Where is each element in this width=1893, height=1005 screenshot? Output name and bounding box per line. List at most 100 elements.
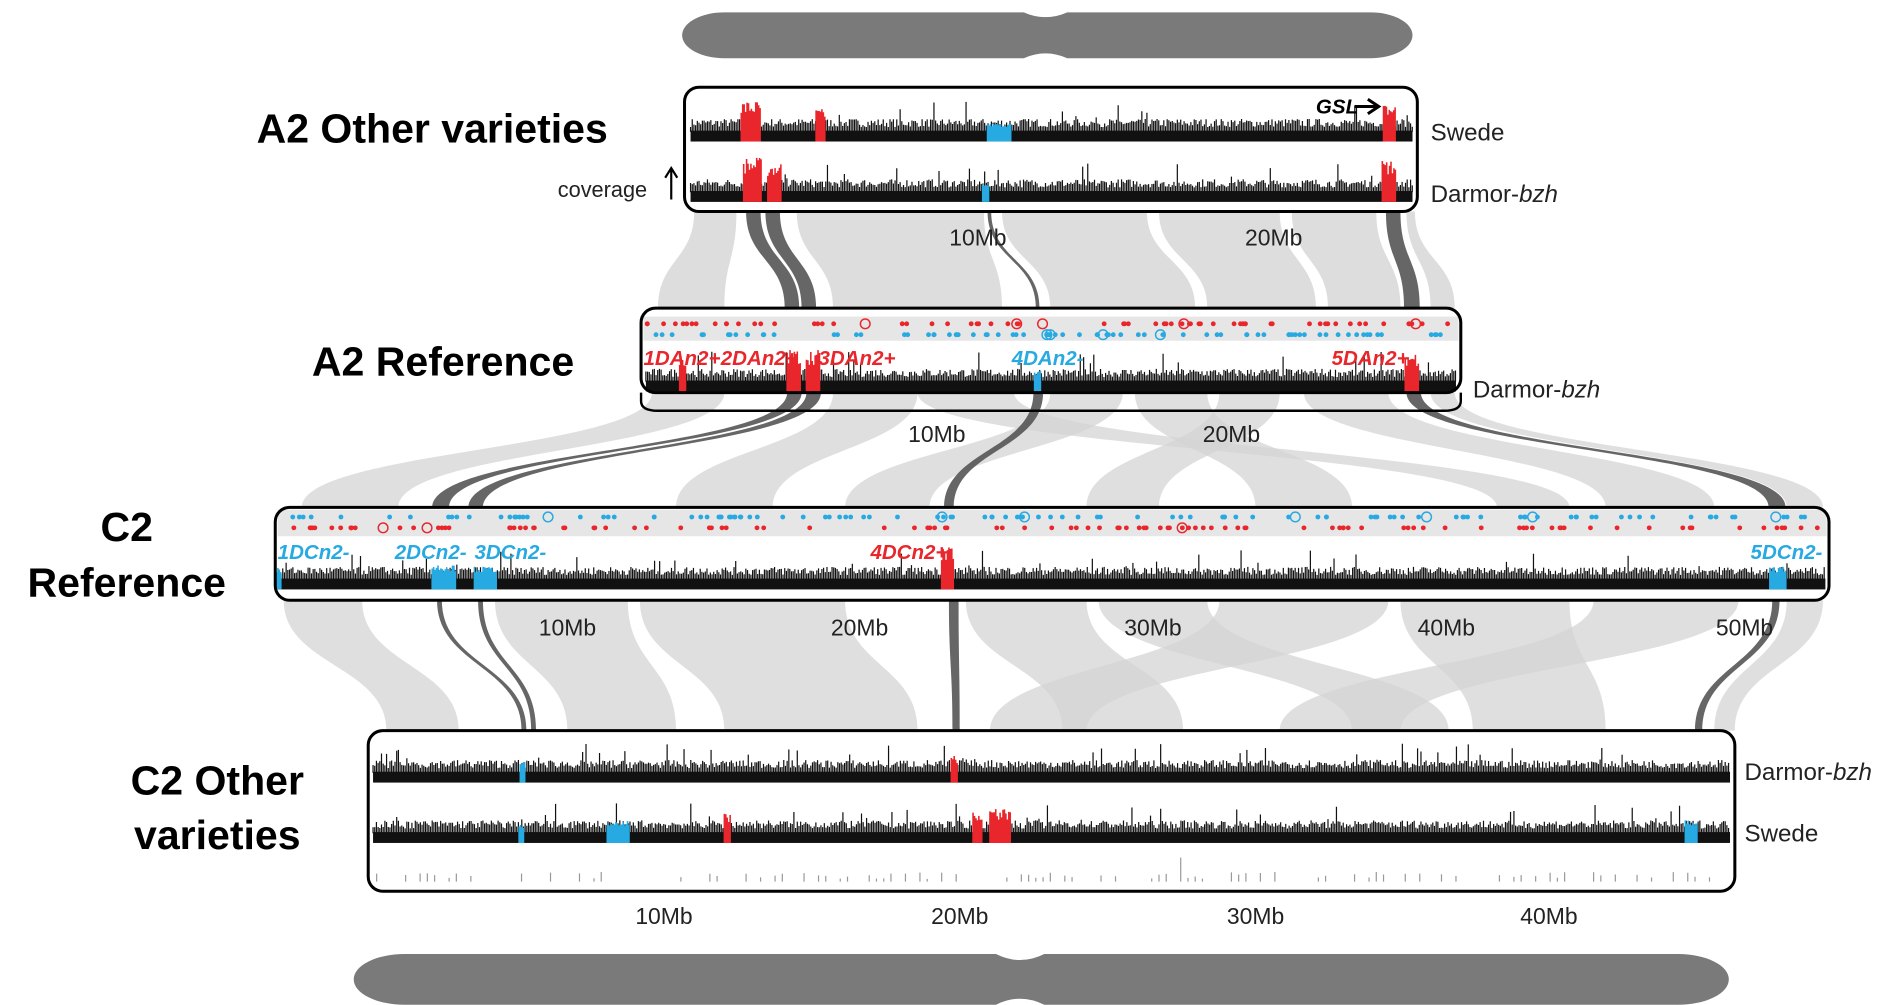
- snp-dot: [514, 515, 519, 520]
- snp-dot: [1044, 332, 1049, 337]
- snp-dot: [1286, 515, 1291, 520]
- track-name-italic: bzh: [1833, 759, 1872, 786]
- snp-dot: [1688, 525, 1693, 530]
- snp-dot: [772, 332, 777, 337]
- panel-title: A2 Other varieties: [257, 106, 608, 152]
- snp-dot: [1406, 525, 1411, 530]
- snp-dot: [1188, 515, 1193, 520]
- snp-dot: [1297, 332, 1302, 337]
- snp-dot: [1307, 321, 1312, 326]
- snp-dot: [1615, 525, 1620, 530]
- coverage-highlight: [988, 124, 1011, 142]
- snp-dot: [752, 321, 757, 326]
- snp-dot: [1730, 515, 1735, 520]
- snp-dot: [1124, 525, 1129, 530]
- snp-dot: [1211, 321, 1216, 326]
- panel-title: Reference: [28, 560, 226, 606]
- coverage-highlight: [983, 185, 989, 202]
- snp-dot: [681, 321, 686, 326]
- snp-dot: [1530, 525, 1535, 530]
- snp-dot: [1269, 321, 1274, 326]
- locus-label: 5DAn2+: [1332, 347, 1409, 370]
- snp-dot: [1336, 332, 1341, 337]
- snp-dot: [943, 525, 948, 530]
- panel-bg: [368, 731, 1735, 892]
- snp-dot: [713, 321, 718, 326]
- locus-label: 1DCn2-: [278, 541, 350, 564]
- coverage-label: coverage: [558, 177, 647, 202]
- snp-dot: [1022, 525, 1027, 530]
- coverage-band: [373, 772, 1730, 783]
- snp-dot: [443, 525, 448, 530]
- snp-dot: [312, 525, 317, 530]
- snp-dot: [1535, 515, 1540, 520]
- snp-dot: [941, 515, 946, 520]
- snp-dot: [1245, 332, 1250, 337]
- snp-dot: [673, 321, 678, 326]
- snp-dot: [1242, 525, 1247, 530]
- snp-dot: [1518, 515, 1523, 520]
- snp-dot: [1324, 332, 1329, 337]
- snp-dot: [1095, 332, 1100, 337]
- snp-dot: [761, 525, 766, 530]
- snp-dot: [1357, 321, 1362, 326]
- snp-dot: [1238, 321, 1243, 326]
- snp-dot: [1647, 525, 1652, 530]
- snp-dot: [1170, 515, 1175, 520]
- snp-dot: [1106, 332, 1111, 337]
- track-label: Swede: [1431, 119, 1505, 146]
- panel-title: C2 Other: [131, 758, 304, 804]
- snp-dot: [1359, 525, 1364, 530]
- snp-dot: [291, 525, 296, 530]
- snp-dot: [1036, 515, 1041, 520]
- snp-dot: [1420, 321, 1425, 326]
- panel-title: C2: [101, 504, 153, 550]
- snp-dot: [705, 515, 710, 520]
- snp-dot: [1160, 332, 1165, 337]
- snp-dot: [661, 321, 666, 326]
- snp-dot: [1574, 515, 1579, 520]
- snp-dot: [900, 321, 905, 326]
- snp-dot: [950, 515, 955, 520]
- snp-dot: [1348, 321, 1353, 326]
- coverage-highlight: [1384, 106, 1396, 142]
- snp-dot: [1097, 525, 1102, 530]
- snp-dot: [1060, 515, 1065, 520]
- track-label: Darmor-bzh: [1473, 376, 1600, 403]
- snp-dot: [925, 525, 930, 530]
- synteny-band: [284, 600, 459, 730]
- track-name-italic: bzh: [1561, 376, 1600, 403]
- gene-label: GSL: [1316, 96, 1358, 119]
- locus-label: 2DCn2-: [394, 541, 467, 564]
- snp-dot: [1181, 332, 1186, 337]
- snp-dot: [1775, 525, 1780, 530]
- snp-dot: [1521, 525, 1526, 530]
- snp-dot: [1445, 321, 1450, 326]
- snp-dot: [1198, 321, 1203, 326]
- snp-dot: [1354, 332, 1359, 337]
- locus-label: 3DAn2+: [819, 347, 896, 370]
- snp-dot: [411, 525, 416, 530]
- axis-label: 30Mb: [1227, 903, 1284, 929]
- snp-dot: [591, 525, 596, 530]
- coverage-band: [691, 191, 1413, 202]
- snp-dot: [867, 515, 872, 520]
- snp-dot: [1421, 525, 1426, 530]
- snp-dot: [854, 332, 859, 337]
- track-label: Darmor-bzh: [1431, 181, 1558, 208]
- axis-label: 30Mb: [1124, 614, 1181, 640]
- snp-dot: [1714, 515, 1719, 520]
- snp-dot: [982, 515, 987, 520]
- locus-label: 2DAn2+: [720, 347, 798, 370]
- snp-dot: [1562, 525, 1567, 530]
- locus-label: 4DAn2-: [1011, 347, 1084, 370]
- snp-dot: [720, 525, 725, 530]
- track-name: Swede: [1745, 821, 1819, 848]
- snp-dot: [848, 515, 853, 520]
- snp-dot: [994, 525, 999, 530]
- snp-dot: [904, 321, 909, 326]
- axis-label: 10Mb: [635, 903, 692, 929]
- snp-dot: [408, 515, 413, 520]
- snp-dot: [882, 525, 887, 530]
- snp-dot: [1233, 515, 1238, 520]
